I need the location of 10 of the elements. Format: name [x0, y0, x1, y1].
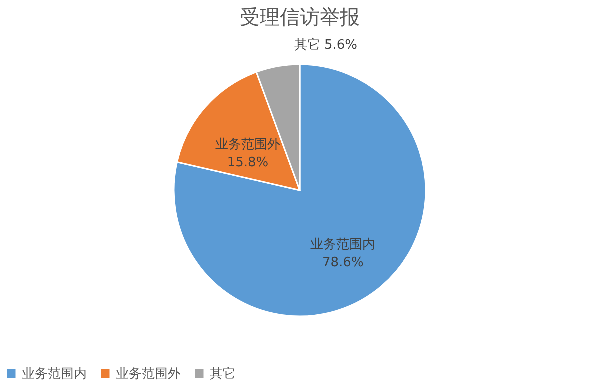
chart-title: 受理信访举报	[240, 5, 360, 29]
data-label: 15.8%	[227, 156, 269, 171]
data-label: 78.6%	[322, 256, 364, 271]
legend-label: 业务范围内	[22, 366, 87, 382]
slice-label: 业务范围外	[216, 138, 281, 153]
pie-slice	[173, 64, 427, 318]
legend-label: 业务范围外	[116, 366, 181, 382]
slice-label: 业务范围内	[310, 238, 376, 253]
legend-label: 其它	[210, 366, 236, 382]
category-label: 其它 5.6%	[294, 38, 358, 53]
